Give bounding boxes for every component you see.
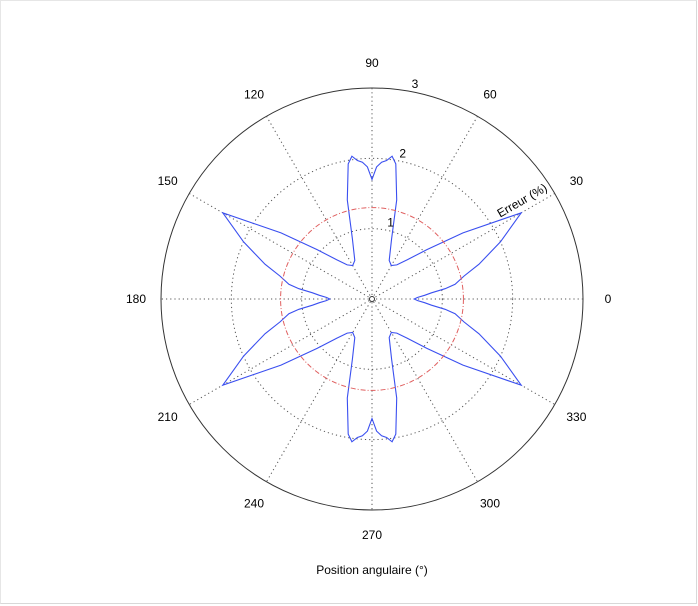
r-tick-1: 1 [387,216,394,230]
r-tick-3: 3 [412,77,419,91]
angle-tick-210: 210 [158,410,178,424]
angle-tick-150: 150 [158,174,178,188]
angle-tick-240: 240 [244,496,264,510]
label-layer: 0 30 60 90 120 150 180 210 240 270 300 330 1 2 3 [126,56,612,542]
grid-circle-2 [230,157,514,441]
angle-tick-300: 300 [480,496,500,510]
center-marker [369,296,375,302]
angle-tick-30: 30 [570,174,584,188]
angle-tick-120: 120 [244,88,264,102]
r-tick-2: 2 [399,146,406,160]
data-layer [221,155,523,443]
x-axis-label: Position angulaire (°) [316,563,428,577]
angle-tick-270: 270 [362,528,382,542]
grid-circle-1 [301,228,443,370]
series-line-0 [221,155,523,443]
angle-tick-180: 180 [126,292,146,306]
angle-tick-0: 0 [605,292,612,306]
r-axis-label: Erreur (%) [495,181,550,221]
angle-tick-60: 60 [483,88,497,102]
angle-tick-330: 330 [566,410,586,424]
reference-circle [280,207,464,391]
angle-tick-90: 90 [365,56,379,70]
